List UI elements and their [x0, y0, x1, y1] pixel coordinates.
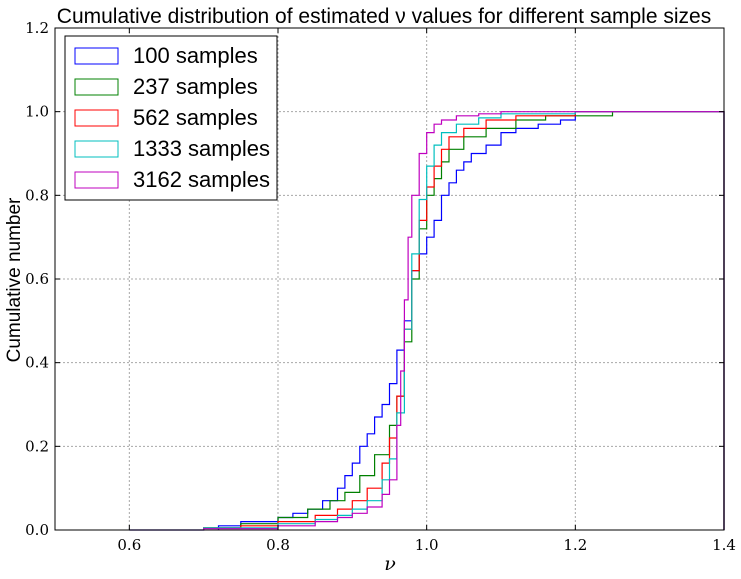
x-tick-label: 1.0 [415, 536, 439, 554]
x-tick-label: 1.2 [563, 536, 587, 554]
x-tick-label: 1.4 [712, 536, 736, 554]
legend-swatch [74, 78, 119, 96]
y-tick-label: 1.0 [25, 103, 49, 121]
legend-swatch [74, 109, 119, 127]
legend-label: 237 samples [133, 74, 258, 99]
axis-ticks: 0.6 0.8 1.0 1.2 1.4 0.0 0.2 0.4 0.6 0.8 1.0 1.2 [25, 19, 736, 554]
series-line-2 [203, 111, 725, 530]
y-tick-label: 0.6 [25, 270, 49, 288]
legend-label: 3162 samples [133, 167, 270, 192]
y-tick-label: 0.8 [25, 186, 49, 204]
y-tick-label: 0.4 [25, 354, 49, 372]
legend-swatch [74, 171, 119, 189]
x-tick-label: 0.6 [117, 536, 141, 554]
y-tick-label: 0.0 [25, 521, 49, 539]
legend-label: 562 samples [133, 105, 258, 130]
legend-label: 100 samples [133, 43, 258, 68]
legend-swatch [74, 140, 119, 158]
x-axis-label: ν [384, 553, 396, 575]
series-line-1 [203, 111, 725, 530]
chart-title: Cumulative distribution of estimated ν v… [57, 5, 711, 28]
y-tick-label: 1.2 [25, 19, 49, 37]
series-line-4 [129, 111, 725, 531]
x-tick-label: 0.8 [266, 536, 290, 554]
y-axis-label: Cumulative number [4, 197, 25, 362]
legend-box [64, 35, 278, 201]
series-lines [129, 111, 725, 531]
series-line-0 [217, 111, 725, 530]
legend-swatch [74, 47, 119, 65]
y-tick-label: 0.2 [25, 437, 49, 455]
legend-label: 1333 samples [133, 136, 270, 161]
legend: 100 samples 237 samples 562 samples 1333 sa… [64, 35, 278, 201]
